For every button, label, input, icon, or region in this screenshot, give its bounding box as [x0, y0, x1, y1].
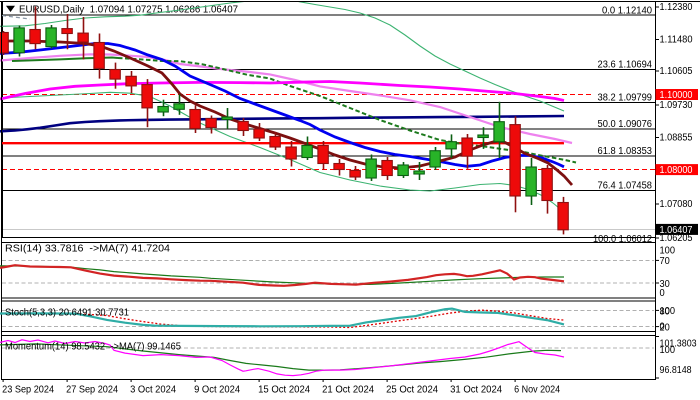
svg-text:31 Oct 2024: 31 Oct 2024	[450, 384, 502, 396]
svg-text:1.10000: 1.10000	[660, 90, 693, 101]
svg-text:100: 100	[660, 345, 676, 356]
svg-text:96.8148: 96.8148	[660, 365, 692, 376]
svg-text:23 Sep 2024: 23 Sep 2024	[2, 384, 54, 396]
svg-text:50.0 1.09076: 50.0 1.09076	[598, 119, 653, 130]
svg-text:101.3803: 101.3803	[660, 339, 697, 350]
svg-text:27 Sep 2024: 27 Sep 2024	[66, 384, 118, 396]
svg-text:1.10605: 1.10605	[660, 66, 693, 77]
svg-text:9 Oct 2024: 9 Oct 2024	[194, 384, 240, 396]
svg-text:RSI(14) 33.7816 ->MA(7) 41.72: RSI(14) 33.7816 ->MA(7) 41.7204	[5, 243, 170, 255]
svg-text:61.8 1.08353: 61.8 1.08353	[598, 146, 653, 157]
svg-text:30: 30	[660, 279, 671, 290]
svg-text:Stoch(5,3,3) 20.6491 30.7731: Stoch(5,3,3) 20.6491 30.7731	[5, 307, 129, 319]
svg-text:20: 20	[660, 322, 671, 333]
svg-text:100: 100	[660, 306, 676, 317]
svg-text:1.06205: 1.06205	[660, 233, 693, 244]
svg-text:EURUSD,Daily 1.07094 1.07275: EURUSD,Daily 1.07094 1.07275 1.06286 1.0…	[19, 4, 238, 16]
svg-text:0: 0	[660, 288, 666, 299]
svg-text:23.6 1.10694: 23.6 1.10694	[598, 60, 653, 71]
svg-text:1.11480: 1.11480	[660, 35, 693, 46]
svg-text:3 Oct 2024: 3 Oct 2024	[130, 384, 176, 396]
svg-text:Momentum(14) 98.5432 ->MA(7): Momentum(14) 98.5432 ->MA(7) 99.1465	[5, 340, 181, 352]
svg-text:38.2 1.09799: 38.2 1.09799	[598, 93, 653, 104]
svg-text:100.0 1.06012: 100.0 1.06012	[593, 234, 652, 245]
svg-text:76.4 1.07458: 76.4 1.07458	[598, 181, 653, 192]
svg-text:80: 80	[660, 306, 671, 317]
svg-text:0: 0	[660, 322, 666, 333]
svg-text:0.0 1.12140: 0.0 1.12140	[602, 5, 652, 16]
svg-text:25 Oct 2024: 25 Oct 2024	[386, 384, 438, 396]
svg-text:1.08000: 1.08000	[660, 165, 693, 176]
svg-text:15 Oct 2024: 15 Oct 2024	[258, 384, 310, 396]
svg-text:1.08855: 1.08855	[660, 133, 693, 144]
svg-text:70: 70	[660, 256, 671, 267]
svg-text:1.06407: 1.06407	[660, 225, 693, 236]
svg-text:6 Nov 2024: 6 Nov 2024	[514, 384, 560, 396]
svg-text:1.07080: 1.07080	[660, 199, 693, 210]
svg-text:21 Oct 2024: 21 Oct 2024	[322, 384, 374, 396]
svg-text:1.09730: 1.09730	[660, 100, 693, 111]
svg-text:100: 100	[660, 246, 676, 257]
svg-text:1.12380: 1.12380	[660, 2, 693, 13]
